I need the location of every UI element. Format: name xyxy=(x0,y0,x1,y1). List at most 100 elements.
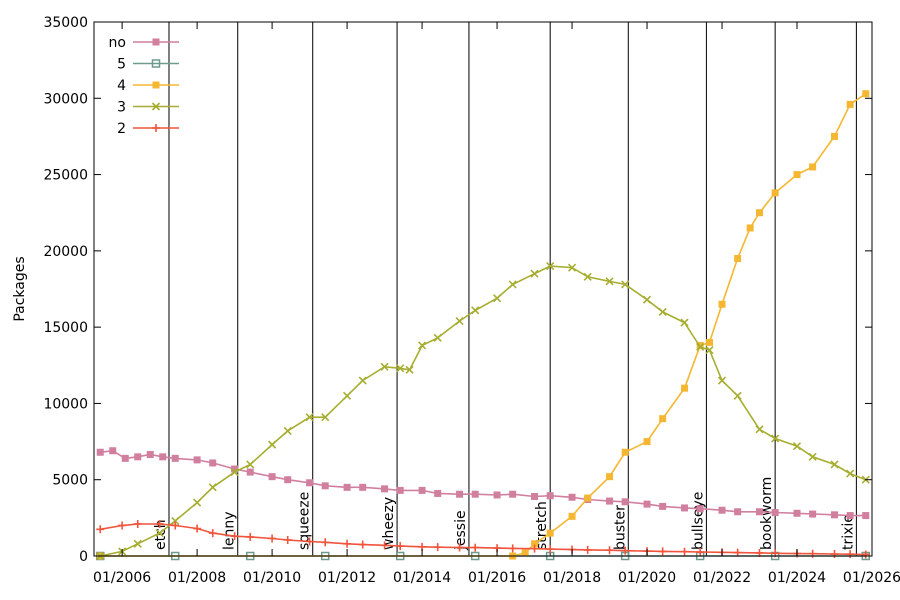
data-point xyxy=(208,529,217,538)
data-point xyxy=(846,469,855,478)
data-point xyxy=(583,545,592,554)
legend-marker-2 xyxy=(152,124,160,132)
data-point xyxy=(121,454,129,462)
data-point xyxy=(133,519,142,528)
release-label-lenny: lenny xyxy=(222,511,238,550)
data-point xyxy=(531,492,539,500)
data-point xyxy=(734,254,742,262)
x-tick-label: 01/2014 xyxy=(393,570,451,586)
release-label-trixie: trixie xyxy=(840,514,856,550)
data-point xyxy=(521,549,529,557)
data-point xyxy=(171,521,180,530)
data-point xyxy=(846,550,855,559)
y-tick-label: 0 xyxy=(79,549,88,565)
x-tick-label: 01/2018 xyxy=(543,570,601,586)
data-point xyxy=(621,498,629,506)
data-point xyxy=(755,425,764,434)
data-point xyxy=(268,473,276,481)
data-point xyxy=(659,502,667,510)
y-tick-label: 25000 xyxy=(43,168,88,184)
data-point xyxy=(546,545,555,554)
data-point xyxy=(830,460,839,469)
data-point xyxy=(343,483,351,491)
y-tick-label: 15000 xyxy=(43,320,88,336)
data-point xyxy=(706,338,714,346)
data-point xyxy=(530,544,539,553)
data-point xyxy=(492,294,502,303)
data-point xyxy=(705,345,714,355)
data-point xyxy=(680,318,689,327)
y-tick-label: 20000 xyxy=(43,244,88,260)
data-series xyxy=(95,90,871,561)
data-point xyxy=(246,460,255,469)
data-point xyxy=(321,538,330,547)
series-2 xyxy=(96,519,870,559)
data-point xyxy=(605,546,614,555)
data-point xyxy=(246,532,255,541)
data-point xyxy=(193,456,201,464)
y-tick-label: 5000 xyxy=(52,473,88,489)
data-point xyxy=(380,362,389,371)
release-label-bullseye: bullseye xyxy=(690,492,706,550)
data-point xyxy=(681,504,689,512)
data-point xyxy=(508,544,517,553)
data-point xyxy=(606,497,614,505)
data-point xyxy=(283,426,292,435)
data-point xyxy=(546,529,554,537)
data-point xyxy=(381,485,389,493)
data-point xyxy=(456,490,464,498)
data-point xyxy=(268,440,277,449)
data-point xyxy=(231,465,239,473)
data-point xyxy=(284,476,292,484)
data-point xyxy=(771,509,779,517)
legend: no 5 4 3 2 xyxy=(109,35,179,137)
x-tick-label: 01/2022 xyxy=(693,570,751,586)
series-line-4 xyxy=(100,93,867,557)
data-point xyxy=(171,516,180,525)
data-point xyxy=(696,505,704,513)
data-point xyxy=(862,90,870,98)
data-point xyxy=(658,547,667,556)
data-point xyxy=(305,537,314,546)
data-point xyxy=(109,447,117,455)
data-point xyxy=(433,543,442,552)
data-point xyxy=(209,459,217,467)
data-point xyxy=(171,454,179,462)
y-tick-label: 30000 xyxy=(43,91,88,107)
data-point xyxy=(321,413,330,422)
data-point xyxy=(643,500,651,508)
data-point xyxy=(268,534,277,543)
data-point xyxy=(208,483,217,492)
data-point xyxy=(605,277,614,286)
data-point xyxy=(359,483,367,491)
data-point xyxy=(658,307,667,316)
data-point xyxy=(155,529,164,538)
data-point xyxy=(358,540,367,549)
data-point xyxy=(681,384,689,392)
data-point xyxy=(621,546,630,555)
data-point xyxy=(642,295,652,304)
data-point xyxy=(793,171,801,179)
data-point xyxy=(396,486,404,494)
data-point xyxy=(230,468,239,477)
data-point xyxy=(133,539,142,548)
data-point xyxy=(862,512,870,520)
data-point xyxy=(846,100,854,108)
y-tick-label: 10000 xyxy=(43,396,88,412)
series-3 xyxy=(96,262,870,561)
data-point xyxy=(155,519,164,528)
data-point xyxy=(283,535,292,544)
data-point xyxy=(793,509,801,517)
data-point xyxy=(861,550,870,559)
x-tick-label: 01/2012 xyxy=(318,570,376,586)
legend-label-2: 2 xyxy=(117,121,126,137)
legend-label-no: no xyxy=(109,35,126,51)
data-point xyxy=(96,525,105,534)
data-point xyxy=(530,269,539,278)
data-point xyxy=(343,391,352,400)
data-point xyxy=(118,521,127,530)
data-point xyxy=(809,510,817,518)
data-point xyxy=(321,482,329,490)
data-point xyxy=(193,498,202,507)
